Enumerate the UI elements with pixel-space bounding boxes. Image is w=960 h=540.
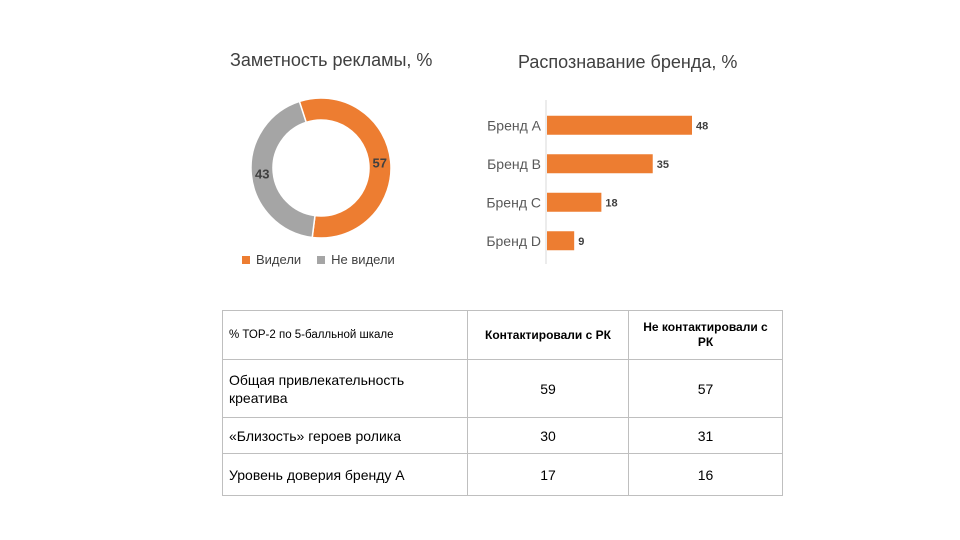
donut-data-label-1: 57 — [373, 155, 387, 170]
bar-1 — [547, 115, 692, 135]
legend-item-not-seen: Не видели — [317, 252, 395, 267]
table-row: Общая привлекательность креатива 59 57 — [222, 359, 783, 418]
cell-not-contacted: 57 — [628, 359, 783, 418]
bar-category-label-2: Бренд В — [487, 156, 541, 172]
legend-swatch-seen — [242, 255, 250, 264]
donut-legend: Видели Не видели — [242, 252, 395, 267]
legend-swatch-not-seen — [317, 255, 326, 264]
bar-category-label-3: Бренд С — [486, 194, 541, 210]
row-label: «Близость» героев ролика — [222, 417, 468, 454]
table-row: «Близость» героев ролика 30 31 — [222, 417, 783, 454]
bar-value-label-2: 35 — [657, 159, 669, 171]
donut-data-label-2: 43 — [255, 167, 269, 182]
donut-slice-1 — [298, 97, 392, 239]
bar-4 — [547, 231, 575, 251]
cell-not-contacted: 16 — [628, 453, 783, 496]
bar-category-label-1: Бренд А — [487, 117, 542, 133]
table-row: Уровень доверия бренду А 17 16 — [222, 453, 783, 496]
donut-slice-2 — [250, 100, 316, 239]
row-label: Общая привлекательность креатива — [222, 359, 468, 418]
bar-3 — [547, 192, 602, 212]
column-header-contacted: Контактировали с РК — [467, 310, 629, 360]
bar-chart: Бренд А 48 Бренд В 35 Бренд С 18 Бренд D 9 — [486, 100, 708, 264]
donut-chart: 57 43 — [250, 97, 392, 239]
legend-item-seen: Видели — [242, 252, 301, 267]
donut-chart-title: Заметность рекламы, % — [230, 50, 433, 70]
cell-contacted: 59 — [467, 359, 629, 418]
bar-chart-title: Распознавание бренда, % — [518, 52, 738, 72]
legend-label-seen: Видели — [256, 252, 302, 267]
table-header-row: % ТОР-2 по 5-балльной шкале Контактирова… — [222, 310, 783, 360]
bar-2 — [547, 154, 653, 174]
cell-not-contacted: 31 — [628, 417, 783, 454]
row-label: Уровень доверия бренду А — [222, 453, 468, 496]
bar-value-label-1: 48 — [696, 120, 708, 132]
column-header-not-contacted: Не контактировали с РК — [628, 310, 783, 360]
legend-label-not-seen: Не видели — [331, 252, 395, 267]
bar-category-label-4: Бренд D — [486, 233, 541, 249]
bar-value-label-4: 9 — [578, 236, 584, 248]
table-corner-label: % ТОР-2 по 5-балльной шкале — [222, 310, 468, 360]
cell-contacted: 17 — [467, 453, 629, 496]
results-table: % ТОР-2 по 5-балльной шкале Контактирова… — [222, 310, 783, 496]
bar-value-label-3: 18 — [605, 197, 617, 209]
cell-contacted: 30 — [467, 417, 629, 454]
